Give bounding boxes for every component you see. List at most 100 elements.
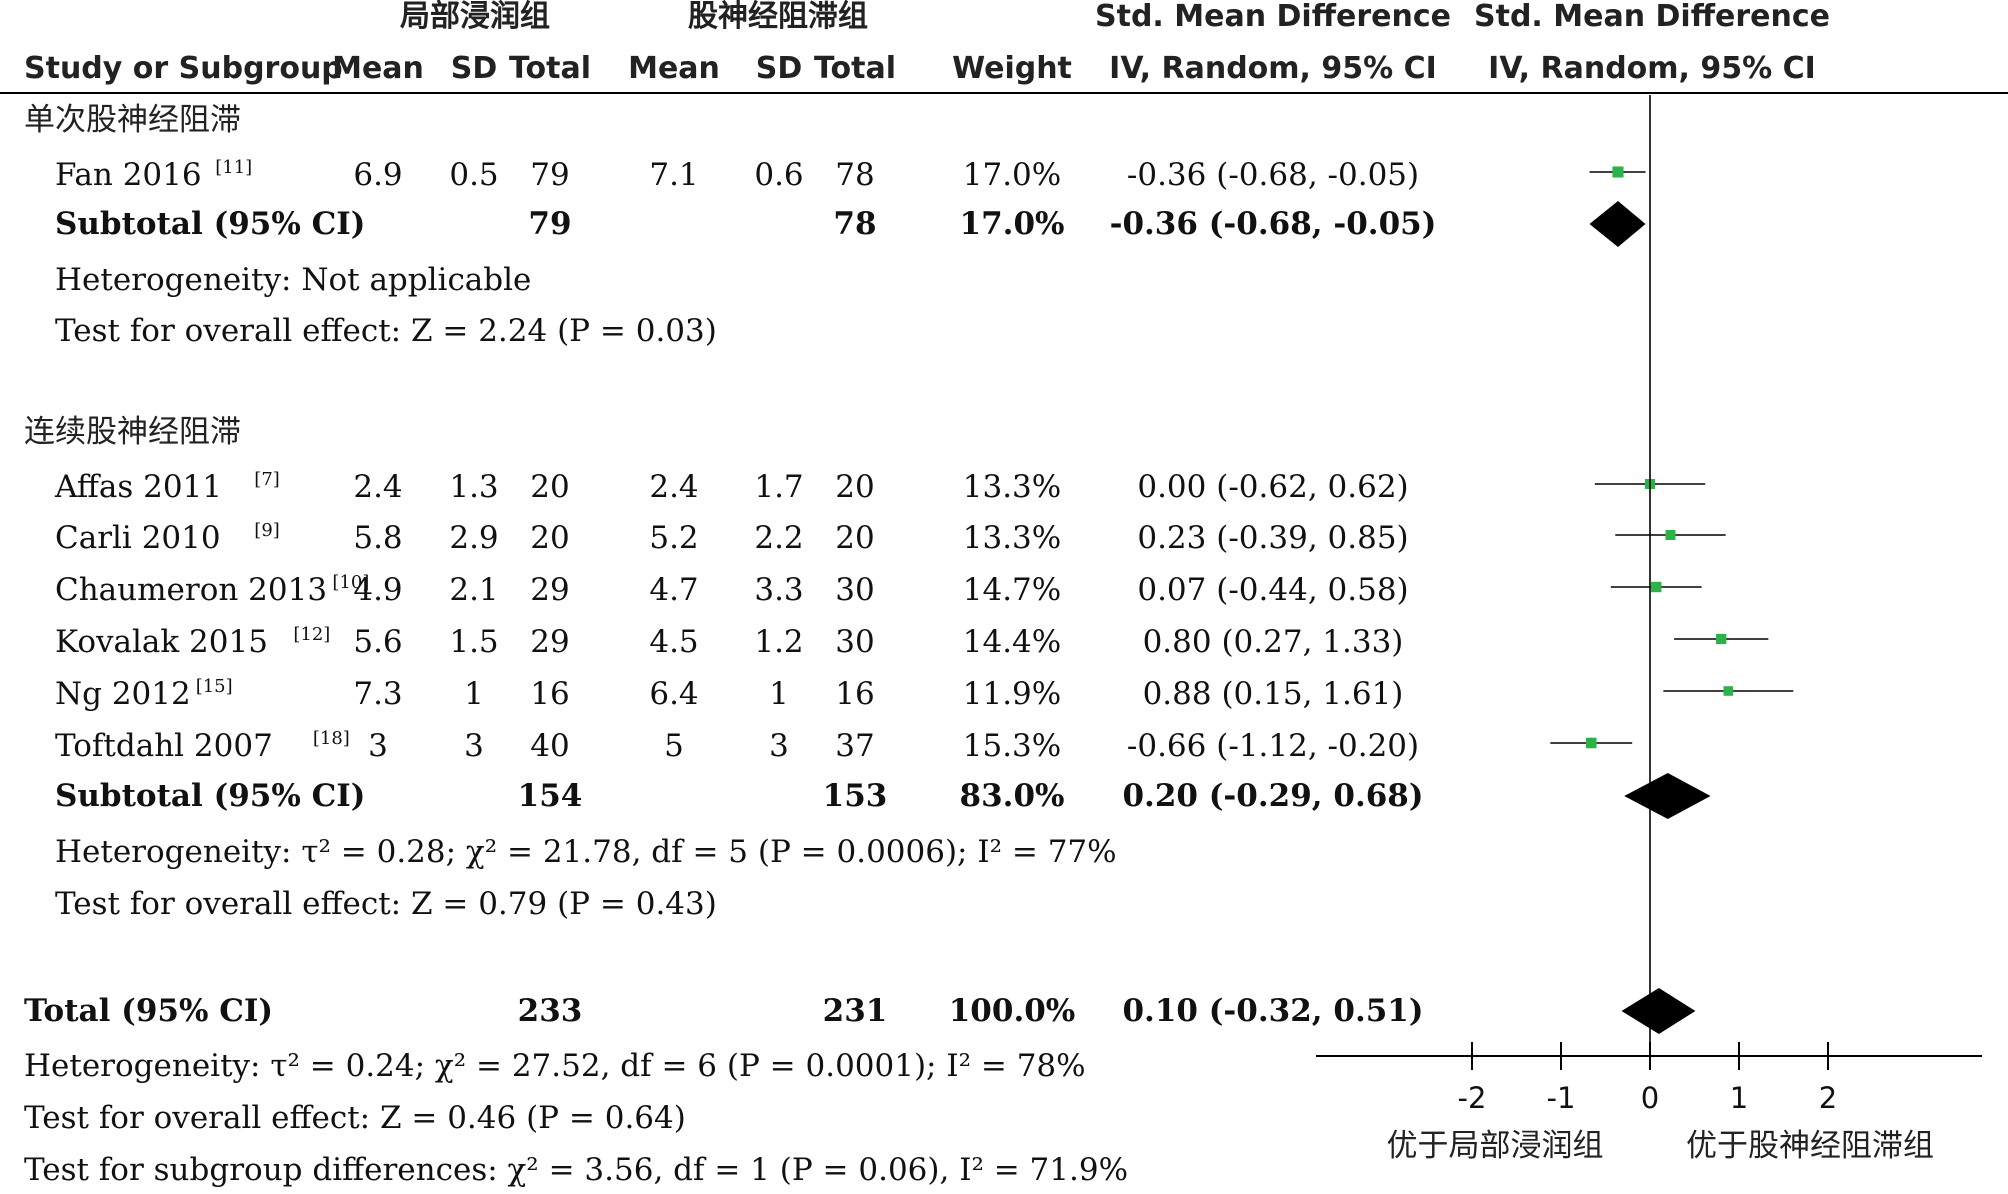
col-ci-left: IV, Random, 95% CI [1109, 51, 1437, 86]
sd1-cell: 2.9 [449, 520, 498, 556]
heterogeneity-text: Heterogeneity: τ² = 0.28; χ² = 21.78, df… [55, 834, 1117, 870]
mean2-cell: 5.2 [649, 520, 698, 556]
sd2-cell: 2.2 [754, 520, 803, 556]
study-name: Fan 2016 [55, 157, 202, 193]
study-ref: [11] [215, 157, 252, 178]
mean1-cell: 5.6 [353, 624, 402, 660]
ci-cell: 0.00 (-0.62, 0.62) [1137, 469, 1408, 505]
study-marker [1612, 166, 1624, 178]
mean1-cell: 2.4 [353, 469, 402, 505]
study-name: Carli 2010 [55, 520, 221, 556]
subtotal-weight: 17.0% [960, 206, 1065, 242]
subtotal-ci: -0.36 (-0.68, -0.05) [1110, 206, 1437, 242]
subtotal-diamond [1589, 201, 1646, 247]
total2-cell: 78 [835, 157, 874, 193]
favours-left-label: 优于局部浸润组 [1387, 1128, 1604, 1164]
total1-cell: 20 [530, 520, 569, 556]
col-sd2: SD [756, 51, 803, 86]
ci-cell: 0.07 (-0.44, 0.58) [1137, 572, 1408, 608]
total-diamond [1621, 988, 1696, 1034]
study-ref: [12] [293, 624, 330, 645]
col-ci-right: IV, Random, 95% CI [1488, 51, 1816, 86]
subtotal-weight: 83.0% [960, 778, 1065, 814]
sd2-cell: 3.3 [754, 572, 803, 608]
sd1-cell: 0.5 [449, 157, 498, 193]
sd1-cell: 1.5 [449, 624, 498, 660]
total2-cell: 30 [835, 624, 874, 660]
mean2-cell: 5 [664, 728, 684, 764]
subtotal-label: Subtotal (95% CI) [55, 778, 365, 814]
study-ref: [7] [254, 469, 279, 490]
sd2-cell: 1.7 [754, 469, 803, 505]
x-tick-label: -1 [1547, 1081, 1576, 1115]
subtotal-total1: 79 [528, 206, 571, 242]
heterogeneity-text: Heterogeneity: Not applicable [55, 262, 531, 298]
mean2-cell: 4.7 [649, 572, 698, 608]
total-ci: 0.10 (-0.32, 0.51) [1122, 993, 1423, 1029]
plot-area: -2 -1 0 1 2 优于局部浸润组 优于股神经阻滞组 [1316, 95, 1982, 1164]
group2-header: 股神经阻滞组 [688, 0, 868, 34]
x-tick-label: 1 [1730, 1081, 1748, 1115]
footer-line: Test for subgroup differences: χ² = 3.56… [24, 1152, 1128, 1188]
study-ref: [9] [254, 520, 279, 541]
study-marker [1651, 581, 1662, 593]
sd2-cell: 0.6 [754, 157, 803, 193]
total-weight: 100.0% [949, 993, 1076, 1029]
ci-cell: -0.66 (-1.12, -0.20) [1127, 728, 1419, 764]
col-total1: Total [509, 51, 591, 86]
study-name: Chaumeron 2013 [55, 572, 327, 608]
sd1-cell: 3 [464, 728, 484, 764]
weight-cell: 13.3% [963, 469, 1061, 505]
col-mean1: Mean [332, 51, 424, 86]
study-name: Ng 2012 [55, 676, 191, 712]
total1-cell: 40 [530, 728, 569, 764]
group1-header: 局部浸润组 [400, 0, 550, 34]
ci-cell: -0.36 (-0.68, -0.05) [1127, 157, 1419, 193]
col-mean2: Mean [628, 51, 720, 86]
total1-cell: 16 [530, 676, 569, 712]
subtotal-total2: 78 [833, 206, 876, 242]
mean1-cell: 5.8 [353, 520, 402, 556]
mean1-cell: 3 [368, 728, 388, 764]
ci-cell: 0.23 (-0.39, 0.85) [1137, 520, 1408, 556]
total-label: Total (95% CI) [24, 993, 273, 1029]
footer-line: Heterogeneity: τ² = 0.24; χ² = 27.52, df… [24, 1048, 1086, 1084]
table-rows: 单次股神经阻滞 Fan 2016 [11] 6.9 0.5 79 7.1 0.6 78 17.0%… [24, 102, 1436, 1188]
study-ref: [10] [332, 572, 369, 593]
x-tick-label: -2 [1458, 1081, 1487, 1115]
total2-cell: 16 [835, 676, 874, 712]
mean2-cell: 4.5 [649, 624, 698, 660]
weight-cell: 17.0% [963, 157, 1061, 193]
subgroup-title: 单次股神经阻滞 [24, 102, 241, 138]
mean1-cell: 7.3 [353, 676, 402, 712]
favours-right-label: 优于股神经阻滞组 [1686, 1128, 1934, 1164]
weight-cell: 14.4% [963, 624, 1061, 660]
subtotal-label: Subtotal (95% CI) [55, 206, 365, 242]
total2-cell: 20 [835, 469, 874, 505]
sd1-cell: 1.3 [449, 469, 498, 505]
smd-title-left: Std. Mean Difference [1095, 0, 1451, 34]
ci-cell: 0.80 (0.27, 1.33) [1143, 624, 1404, 660]
total-total1: 233 [518, 993, 583, 1029]
overall-effect-text: Test for overall effect: Z = 0.79 (P = 0… [55, 886, 717, 922]
study-marker [1585, 737, 1597, 749]
col-total2: Total [814, 51, 896, 86]
weight-cell: 11.9% [963, 676, 1061, 712]
sd2-cell: 1 [769, 676, 789, 712]
col-sd1: SD [451, 51, 498, 86]
subtotal-ci: 0.20 (-0.29, 0.68) [1122, 778, 1423, 814]
total1-cell: 29 [530, 572, 569, 608]
smd-title-right: Std. Mean Difference [1474, 0, 1830, 34]
sd1-cell: 1 [464, 676, 484, 712]
subtotal-total1: 154 [518, 778, 583, 814]
total1-cell: 79 [530, 157, 569, 193]
mean2-cell: 2.4 [649, 469, 698, 505]
mean1-cell: 4.9 [353, 572, 402, 608]
sd1-cell: 2.1 [449, 572, 498, 608]
total-total2: 231 [823, 993, 888, 1029]
col-weight: Weight [952, 51, 1072, 86]
weight-cell: 14.7% [963, 572, 1061, 608]
study-name: Affas 2011 [54, 469, 222, 505]
subtotal-total2: 153 [823, 778, 888, 814]
study-marker [1665, 530, 1676, 540]
